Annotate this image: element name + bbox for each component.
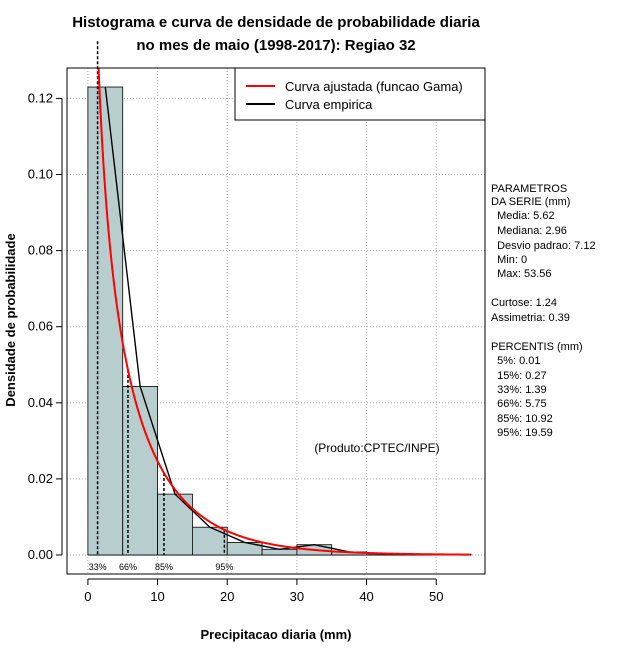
percentil-85: 85%: 10.92 xyxy=(491,413,553,425)
x-tick-label: 0 xyxy=(84,589,91,604)
axes: 0 10 20 30 40 50 0.00 0.02 0.04 0.06 0.08 0.10 0.12 xyxy=(28,90,444,604)
y-tick-label: 0.10 xyxy=(28,167,53,182)
percentile-label: 66% xyxy=(119,562,137,572)
gamma-fit-line xyxy=(97,68,471,556)
legend: Curva ajustada (funcao Gama) Curva empir… xyxy=(234,67,486,121)
y-tick-label: 0.02 xyxy=(28,471,53,486)
y-tick-label: 0.12 xyxy=(28,90,53,105)
x-axis-label: Precipitacao diaria (mm) xyxy=(201,627,352,642)
y-tick-label: 0.06 xyxy=(28,319,53,334)
stat-media: Media: 5.62 xyxy=(491,210,555,222)
percentile-label: 33% xyxy=(89,562,107,572)
gamma-fit-curve xyxy=(97,68,471,556)
histogram-bar xyxy=(87,86,124,556)
percentil-5: 5%: 0.01 xyxy=(491,355,541,367)
source-annotation: (Produto:CPTEC/INPE) xyxy=(314,441,439,455)
percentis-header: PERCENTIS (mm) xyxy=(491,341,583,353)
y-tick-label: 0.08 xyxy=(28,243,53,258)
legend-box xyxy=(234,67,486,121)
legend-fit-label: Curva ajustada (funcao Gama) xyxy=(285,79,463,94)
percentile-label: 85% xyxy=(155,562,173,572)
x-tick-label: 50 xyxy=(429,589,443,604)
x-tick-label: 20 xyxy=(220,589,234,604)
stat-assimetria: Assimetria: 0.39 xyxy=(491,312,570,324)
stat-desvio: Desvio padrao: 7.12 xyxy=(491,240,596,252)
params-header-line2: DA SERIE (mm) xyxy=(491,196,571,208)
percentil-15: 15%: 0.27 xyxy=(491,370,547,382)
histogram-bars xyxy=(87,86,472,556)
stat-mediana: Mediana: 2.96 xyxy=(491,225,567,237)
chart-title-line1: Histograma e curva de densidade de proba… xyxy=(72,14,480,31)
y-tick-label: 0.00 xyxy=(28,547,53,562)
stat-curtose: Curtose: 1.24 xyxy=(491,297,558,309)
stat-min: Min: 0 xyxy=(491,254,528,266)
chart-title-line2: no mes de maio (1998-2017): Regiao 32 xyxy=(136,37,415,54)
histogram-bar xyxy=(191,526,228,556)
histogram-bar xyxy=(261,548,298,556)
legend-empirical-label: Curva empirica xyxy=(285,97,373,112)
params-header-line1: PARAMETROS xyxy=(491,183,568,195)
y-tick-label: 0.04 xyxy=(28,395,53,410)
stat-max: Max: 53.56 xyxy=(491,268,552,280)
percentile-label: 95% xyxy=(215,562,233,572)
x-tick-label: 10 xyxy=(150,589,164,604)
y-axis-label: Densidade de probabilidade xyxy=(3,233,18,406)
percentil-66: 66%: 5.75 xyxy=(491,398,547,410)
percentil-95: 95%: 19.59 xyxy=(491,427,553,439)
x-tick-label: 30 xyxy=(290,589,304,604)
percentil-33: 33%: 1.39 xyxy=(491,384,547,396)
x-tick-label: 40 xyxy=(359,589,373,604)
